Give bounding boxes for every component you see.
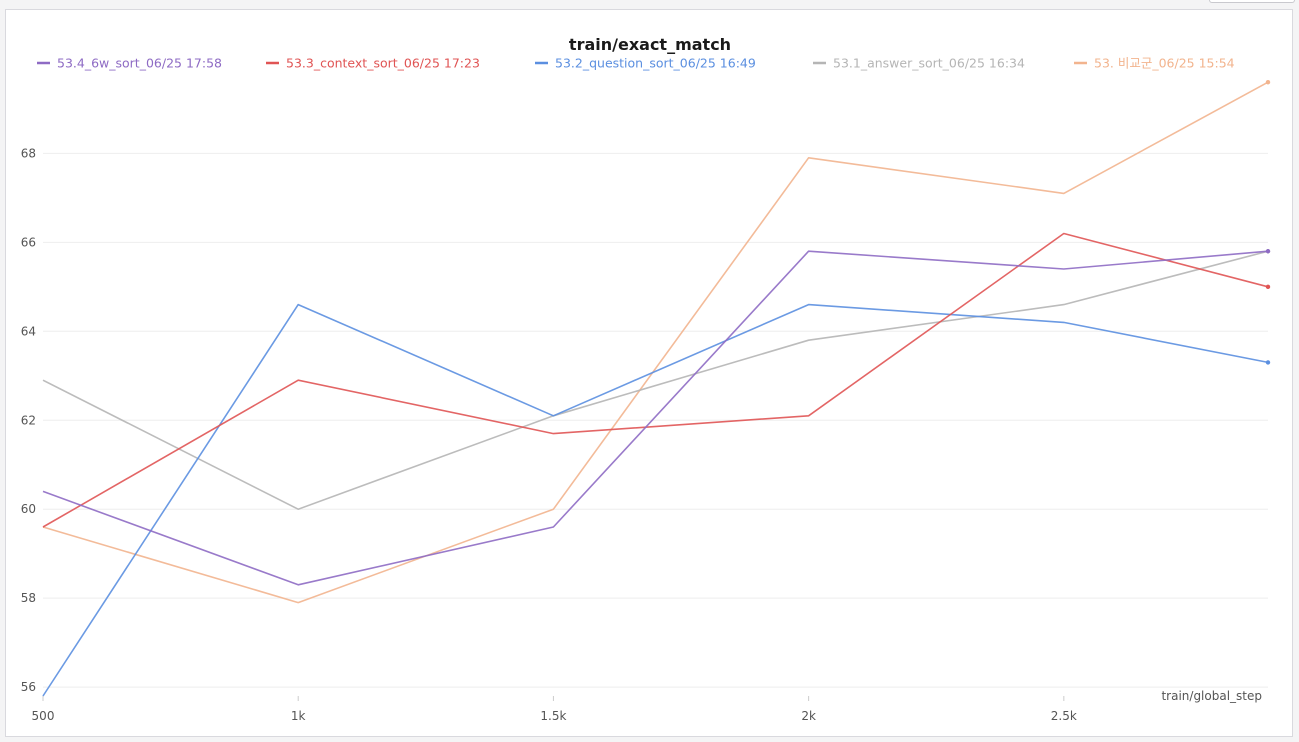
- y-tick-label: 60: [21, 502, 36, 516]
- series-endpoint-1[interactable]: [1265, 284, 1271, 290]
- y-tick-label: 64: [21, 324, 36, 338]
- legend-label: 53. 비교군_06/25 15:54: [1094, 56, 1235, 71]
- series-line-3[interactable]: [42, 250, 1269, 511]
- legend-label: 53.3_context_sort_06/25 17:23: [286, 56, 480, 71]
- y-tick-label: 56: [21, 680, 36, 694]
- x-tick-label: 1.5k: [540, 709, 566, 723]
- legend-label: 53.1_answer_sort_06/25 16:34: [833, 56, 1025, 71]
- x-tick-label: 2k: [801, 709, 816, 723]
- y-tick-label: 68: [21, 146, 36, 160]
- panel-tab[interactable]: [1209, 0, 1295, 3]
- x-axis: 500 1k 1.5k 2k 2.5k: [32, 696, 1077, 723]
- legend-item-1[interactable]: 53.3_context_sort_06/25 17:23: [266, 56, 480, 71]
- y-axis: 56 58 60 62 64 66 68: [21, 146, 36, 694]
- series-endpoint-2[interactable]: [1265, 360, 1271, 365]
- legend-item-3[interactable]: 53.1_answer_sort_06/25 16:34: [813, 56, 1025, 71]
- y-tick-label: 66: [21, 235, 36, 249]
- series-lines: [42, 80, 1271, 697]
- legend-label: 53.4_6w_sort_06/25 17:58: [57, 56, 222, 71]
- legend-label: 53.2_question_sort_06/25 16:49: [555, 56, 756, 71]
- series-endpoint-0[interactable]: [1265, 249, 1271, 254]
- gridlines: [43, 152, 1268, 688]
- x-axis-label: train/global_step: [1161, 689, 1262, 703]
- y-tick-label: 58: [21, 591, 36, 605]
- legend-item-2[interactable]: 53.2_question_sort_06/25 16:49: [535, 56, 756, 71]
- x-tick-label: 500: [32, 709, 55, 723]
- legend: 53.4_6w_sort_06/25 17:58 53.3_context_sor…: [37, 56, 1235, 71]
- chart-title: train/exact_match: [569, 35, 731, 54]
- series-line-4[interactable]: [42, 81, 1269, 604]
- series-line-1[interactable]: [42, 232, 1269, 528]
- line-chart: train/exact_match 53.4_6w_sort_06/25 17:…: [21, 35, 1271, 723]
- legend-item-0[interactable]: 53.4_6w_sort_06/25 17:58: [37, 56, 222, 71]
- chart-panel: train/exact_match 53.4_6w_sort_06/25 17:…: [5, 9, 1293, 737]
- series-line-2[interactable]: [42, 303, 1269, 697]
- y-tick-label: 62: [21, 413, 36, 427]
- x-tick-label: 2.5k: [1051, 709, 1077, 723]
- x-tick-label: 1k: [291, 709, 306, 723]
- series-line-0[interactable]: [42, 250, 1269, 586]
- legend-item-4[interactable]: 53. 비교군_06/25 15:54: [1074, 56, 1235, 71]
- series-endpoint-4[interactable]: [1265, 80, 1271, 85]
